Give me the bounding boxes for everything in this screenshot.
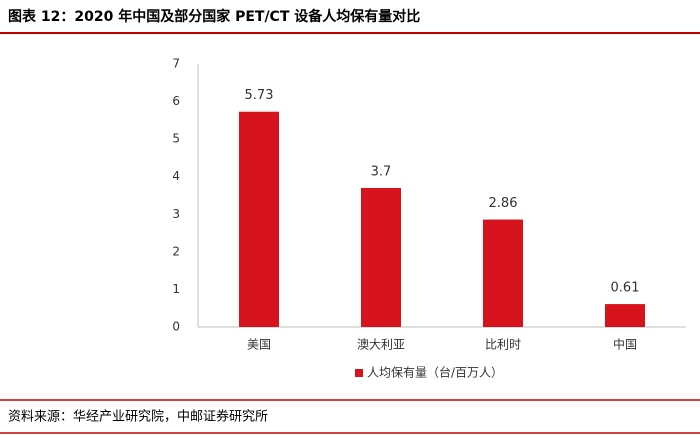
value-label: 2.86 — [489, 196, 518, 211]
source: 资料来源：华经产业研究院，中邮证券研究所 — [8, 409, 268, 425]
legend-label: 人均保有量（台/百万人） — [367, 365, 503, 380]
x-tick-label: 澳大利亚 — [357, 338, 405, 352]
y-tick-label: 3 — [172, 207, 180, 221]
y-tick-label: 1 — [172, 282, 180, 296]
x-tick-label: 比利时 — [485, 338, 521, 352]
x-tick-label: 美国 — [247, 338, 271, 352]
x-tick-label: 中国 — [613, 337, 637, 352]
y-tick-label: 0 — [172, 320, 180, 334]
value-label: 3.7 — [371, 164, 392, 179]
bar — [605, 304, 645, 327]
bar — [361, 187, 401, 327]
bar — [483, 219, 523, 327]
y-tick-label: 6 — [172, 94, 180, 108]
value-label: 0.61 — [611, 281, 640, 296]
y-tick-label: 7 — [172, 57, 180, 71]
legend-swatch — [355, 369, 363, 377]
y-tick-label: 5 — [172, 132, 180, 146]
bar — [239, 111, 279, 327]
y-tick-label: 4 — [172, 169, 180, 183]
value-label: 5.73 — [245, 88, 274, 103]
chart-title: 图表 12：2020 年中国及部分国家 PET/CT 设备人均保有量对比 — [8, 8, 420, 25]
y-tick-label: 2 — [172, 244, 180, 258]
